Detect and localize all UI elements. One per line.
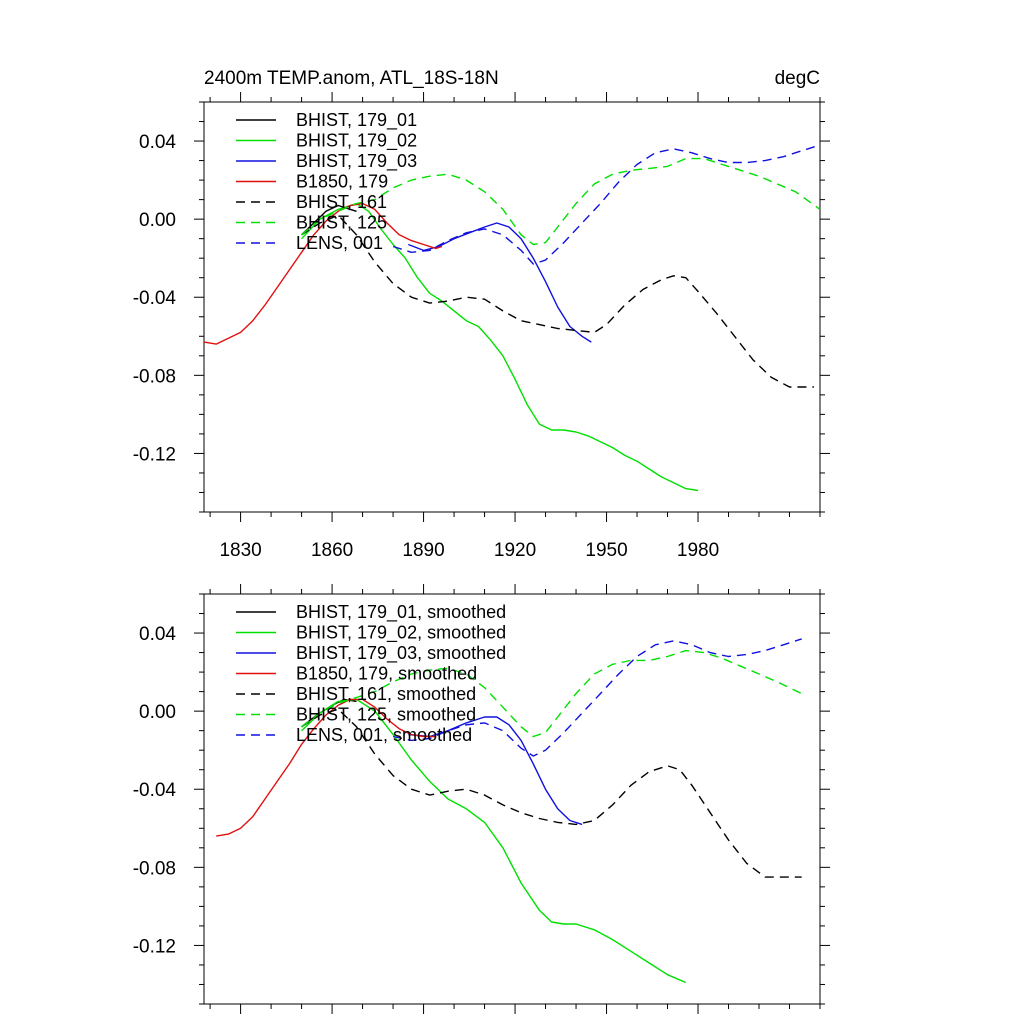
legend-label: BHIST, 179_03 <box>296 151 417 172</box>
series-line <box>301 157 821 246</box>
series-line <box>392 144 821 265</box>
plot-frame <box>203 593 821 1005</box>
legend-label: BHIST, 179_03, smoothed <box>296 643 506 664</box>
legend-label: BHIST, 179_02, smoothed <box>296 623 506 644</box>
series-line <box>408 222 592 343</box>
y-tick-label: -0.12 <box>133 444 176 465</box>
y-tick-label: 0.04 <box>139 132 176 153</box>
y-tick-label: 0.00 <box>139 702 176 723</box>
x-tick-label: 1920 <box>494 540 536 561</box>
x-tick-label: 1830 <box>219 540 261 561</box>
legend-label: BHIST, 179_02 <box>296 131 417 152</box>
y-tick-label: -0.12 <box>133 936 176 957</box>
legend-label: BHIST, 179_01, smoothed <box>296 602 506 623</box>
legend-label: BHIST, 161 <box>296 192 387 212</box>
y-tick-label: -0.08 <box>133 858 176 879</box>
plot-frame <box>203 101 821 513</box>
series-line <box>301 708 802 878</box>
x-tick-label: 1890 <box>402 540 444 561</box>
series-line <box>408 716 583 826</box>
series-line <box>301 698 687 984</box>
y-tick-label: 0.00 <box>139 210 176 231</box>
x-tick-label: 1980 <box>677 540 719 561</box>
series-line <box>392 638 802 757</box>
y-tick-label: -0.08 <box>133 366 176 387</box>
series-line <box>216 698 436 837</box>
y-tick-label: -0.04 <box>133 288 177 309</box>
series-line <box>301 202 699 492</box>
series-line <box>203 202 443 345</box>
legend-label: BHIST, 125 <box>296 213 387 233</box>
units-label: degC <box>775 68 820 89</box>
legend-label: LENS, 001 <box>296 233 383 253</box>
y-tick-label: 0.04 <box>139 624 176 645</box>
series-line <box>301 649 803 738</box>
legend-label: BHIST, 179_01 <box>296 110 417 131</box>
bottom-panel: 0.04 0.00 -0.04 -0.08 -0.12 BHIST, 179_01, sm… <box>133 584 830 1014</box>
top-panel: 0.04 0.00 -0.04 -0.08 -0.12 1830 1860 1890 1920 1… <box>133 92 830 561</box>
legend-label: BHIST, 161, smoothed <box>296 684 476 704</box>
legend-label: B1850, 179 <box>296 172 388 192</box>
chart-title: 2400m TEMP.anom, ATL_18S-18N <box>204 68 499 89</box>
legend-label: LENS, 001, smoothed <box>296 725 472 745</box>
y-tick-label: -0.04 <box>133 780 177 801</box>
x-tick-label: 1860 <box>311 540 353 561</box>
legend-label: BHIST, 125, smoothed <box>296 705 476 725</box>
x-tick-label: 1950 <box>585 540 627 561</box>
series-line <box>301 204 357 236</box>
legend-label: B1850, 179, smoothed <box>296 664 477 684</box>
series-line <box>301 214 814 388</box>
